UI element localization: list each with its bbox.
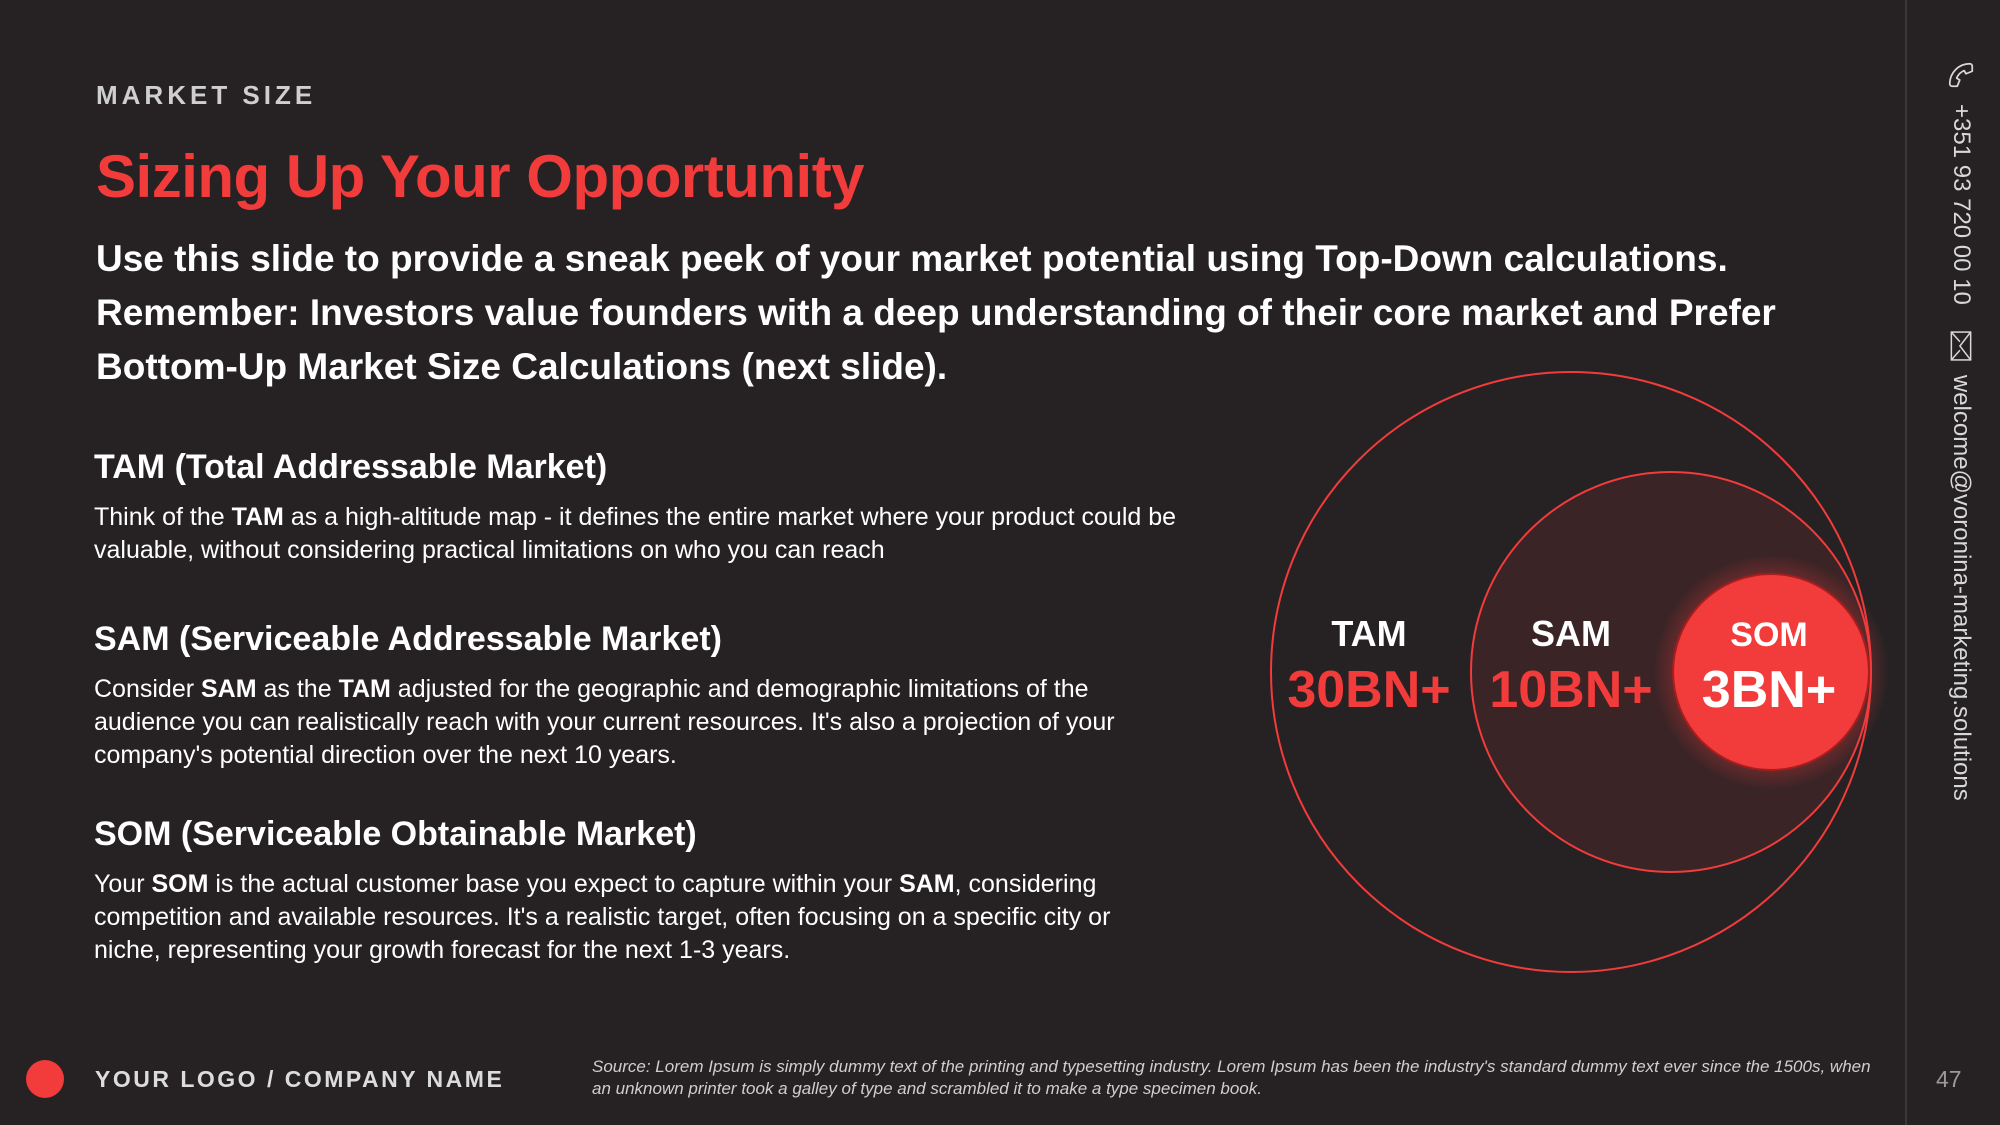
tam-section: TAM (Total Addressable Market) Think of … bbox=[94, 448, 1184, 567]
som-text-1: Your bbox=[94, 870, 152, 898]
tam-circle-value: 30BN+ bbox=[1287, 661, 1450, 719]
phone-number[interactable]: +351 93 720 00 10 bbox=[1948, 104, 1975, 305]
envelope-icon bbox=[1949, 331, 1973, 361]
som-heading: SOM (Serviceable Obtainable Market) bbox=[94, 815, 697, 853]
sam-circle-label: SAM bbox=[1531, 613, 1611, 654]
contact-strip: +351 93 720 00 10 welcome@voronina-marke… bbox=[1936, 46, 1976, 826]
sam-heading: SAM (Serviceable Addressable Market) bbox=[94, 620, 722, 658]
intro-text: Use this slide to provide a sneak peek o… bbox=[96, 238, 1776, 387]
tam-heading: TAM (Total Addressable Market) bbox=[94, 448, 608, 486]
som-section: SOM (Serviceable Obtainable Market) Your… bbox=[94, 815, 1184, 967]
company-logo-text: YOUR LOGO / COMPANY NAME bbox=[95, 1066, 505, 1092]
eyebrow-label: MARKET SIZE bbox=[96, 80, 317, 110]
page-title: Sizing Up Your Opportunity bbox=[96, 143, 865, 210]
side-divider bbox=[1905, 0, 1907, 1125]
som-circle-value: 3BN+ bbox=[1702, 661, 1836, 719]
sam-bold-1: SAM bbox=[201, 675, 257, 703]
som-bold-1: SOM bbox=[151, 870, 209, 898]
page-number: 47 bbox=[1936, 1066, 1962, 1092]
sam-description: Consider SAM as the TAM adjusted for the… bbox=[94, 673, 1184, 772]
sam-section: SAM (Serviceable Addressable Market) Con… bbox=[94, 620, 1184, 772]
market-size-diagram: TAM 30BN+ SAM 10BN+ SOM 3BN+ bbox=[1270, 371, 1889, 973]
som-circle bbox=[1672, 573, 1870, 771]
tam-bold-1: TAM bbox=[231, 503, 284, 531]
som-bold-2: SAM bbox=[899, 870, 955, 898]
som-description: Your SOM is the actual customer base you… bbox=[94, 868, 1184, 967]
som-text-3: , considering competition and available … bbox=[94, 870, 1111, 964]
sam-text-3: adjusted for the geographic and demograp… bbox=[94, 675, 1115, 769]
sam-circle-value: 10BN+ bbox=[1489, 661, 1652, 719]
phone-icon bbox=[1946, 60, 1976, 90]
tam-text-1: Think of the bbox=[94, 503, 232, 531]
tam-circle-label: TAM bbox=[1331, 613, 1406, 654]
tam-description: Think of the TAM as a high-altitude map … bbox=[94, 501, 1184, 567]
som-circle-label: SOM bbox=[1730, 616, 1807, 654]
tam-text-2: as a high-altitude map - it defines the … bbox=[94, 503, 1177, 564]
sam-text-1: Consider bbox=[94, 675, 201, 703]
sam-text-2: as the bbox=[256, 675, 339, 703]
som-text-2: is the actual customer base you expect t… bbox=[208, 870, 900, 898]
source-note: Source: Lorem Ipsum is simply dummy text… bbox=[592, 1057, 1871, 1098]
sam-bold-2: TAM bbox=[338, 675, 391, 703]
logo-dot bbox=[26, 1060, 64, 1098]
email-address[interactable]: welcome@voronina-marketing.solutions bbox=[1948, 374, 1975, 801]
